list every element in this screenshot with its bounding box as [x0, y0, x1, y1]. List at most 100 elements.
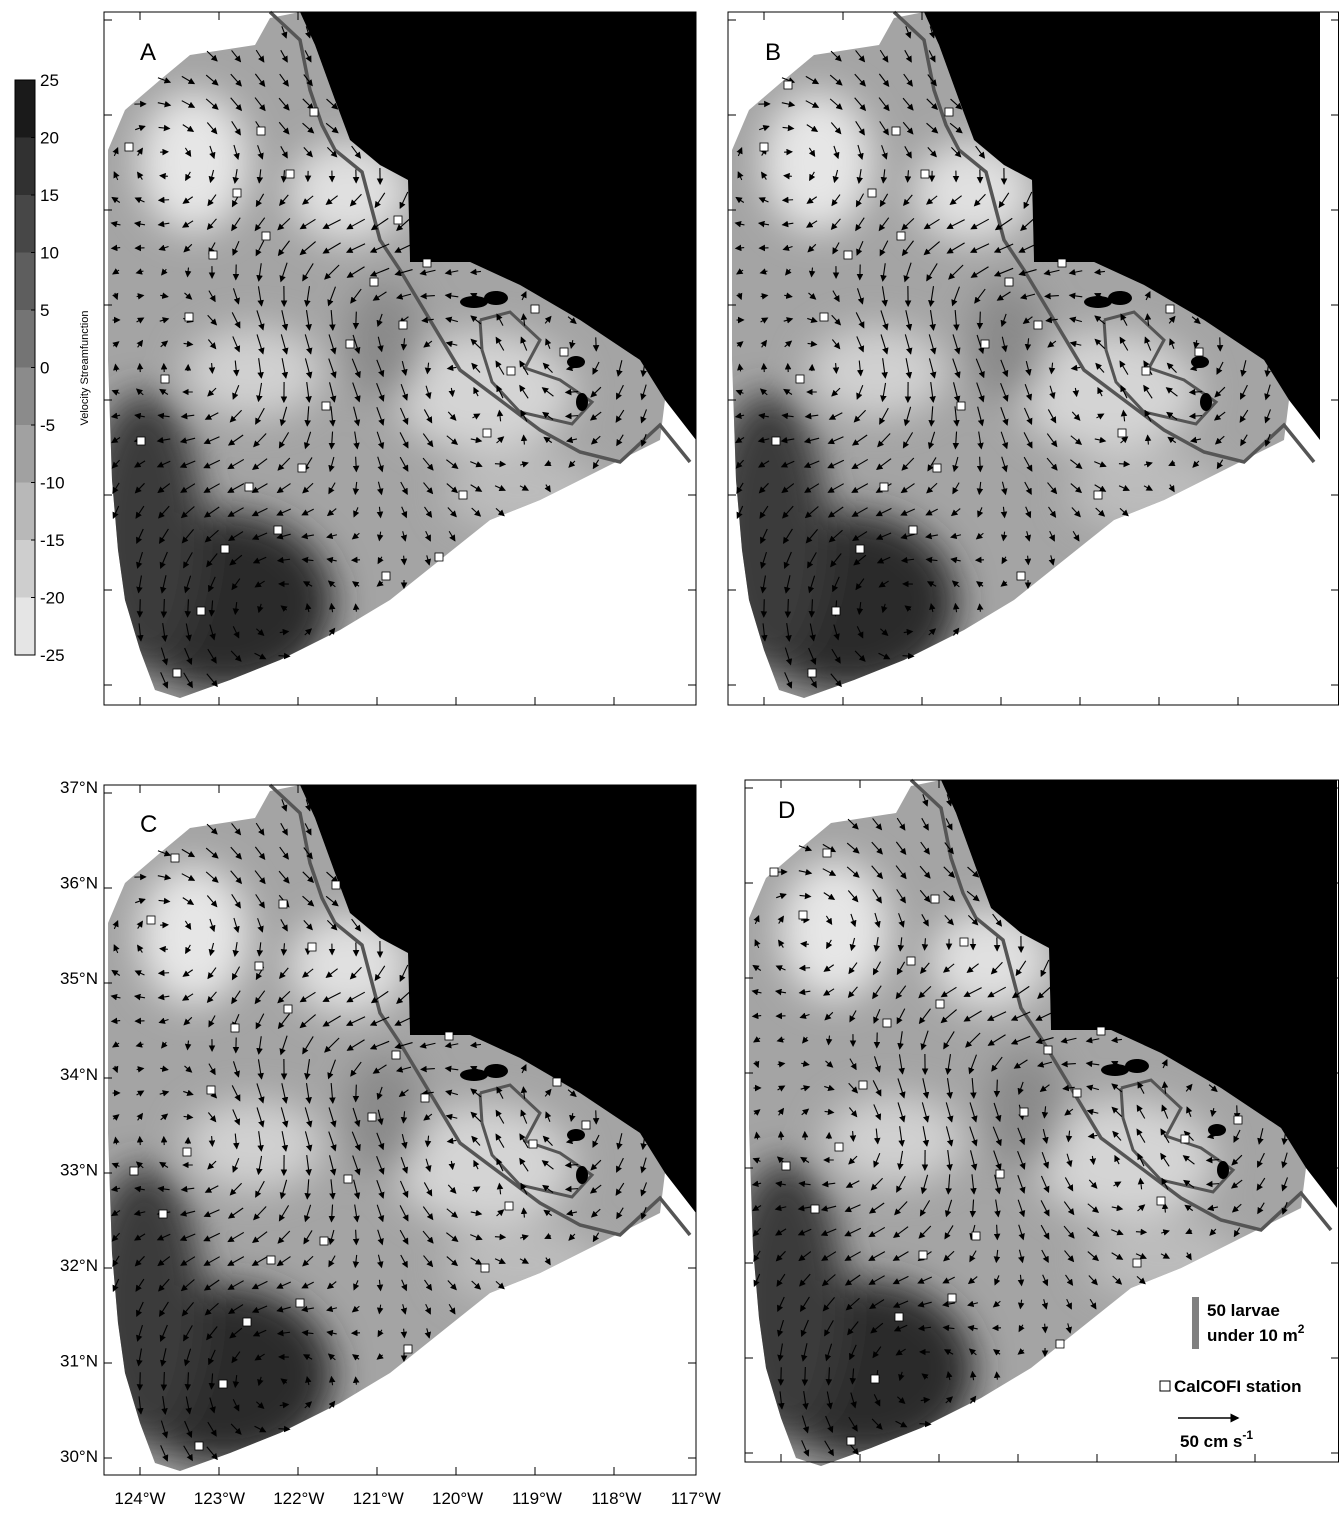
- species-name: Sebastes melanostomus: [346, 50, 664, 82]
- island: [1125, 1059, 1149, 1073]
- calcofi-station: [921, 170, 929, 178]
- colorbar-tick-label: -15: [40, 531, 65, 550]
- legend-text: 50 cm s: [1180, 1432, 1242, 1451]
- calcofi-station: [945, 108, 953, 116]
- streamfunction-eddy: [708, 392, 828, 672]
- calcofi-station: [445, 1032, 453, 1040]
- calcofi-station: [320, 1237, 328, 1245]
- colorbar-tick-label: 20: [40, 129, 59, 148]
- streamfunction-eddy: [780, 860, 890, 1000]
- latitude-label: 33°N: [60, 1160, 98, 1179]
- latitude-label: 37°N: [60, 778, 98, 797]
- calcofi-station: [421, 1094, 429, 1102]
- isobath-label: 500 m Isobath: [1043, 88, 1227, 120]
- calcofi-station: [972, 1232, 980, 1240]
- panel-letter: D: [778, 797, 795, 824]
- calcofi-station: [286, 170, 294, 178]
- velocity-arrow: [920, 1424, 931, 1425]
- calcofi-station: [159, 1210, 167, 1218]
- calcofi-station: [1020, 1108, 1028, 1116]
- legend-sup: 2: [1298, 1322, 1305, 1336]
- isobath-label: 1,000 m Isobath: [1051, 872, 1259, 904]
- colorbar-band: [15, 368, 35, 426]
- calcofi-station: [368, 1113, 376, 1121]
- calcofi-station: [1133, 1259, 1141, 1267]
- calcofi-station: [897, 232, 905, 240]
- calcofi-station: [137, 437, 145, 445]
- calcofi-station: [560, 348, 568, 356]
- calcofi-station: [1118, 429, 1126, 437]
- calcofi-station: [960, 938, 968, 946]
- calcofi-station: [125, 143, 133, 151]
- colorbar-tick-label: -20: [40, 589, 65, 608]
- calcofi-station: [435, 553, 443, 561]
- latitude-label: 36°N: [60, 874, 98, 893]
- species-name: Sebastes "wilsoni": [1002, 50, 1240, 82]
- colorbar-tick-label: 15: [40, 186, 59, 205]
- calcofi-station: [274, 526, 282, 534]
- velocity-arrow: [903, 656, 914, 657]
- latitude-label: 30°N: [60, 1447, 98, 1466]
- calcofi-station: [880, 483, 888, 491]
- calcofi-station: [1097, 1027, 1105, 1035]
- calcofi-station: [871, 1375, 879, 1383]
- calcofi-station: [392, 1051, 400, 1059]
- calcofi-station: [161, 375, 169, 383]
- velocity-arrow: [805, 1367, 806, 1385]
- island: [1217, 1161, 1229, 1179]
- velocity-arrow: [980, 604, 981, 611]
- velocity-arrow: [1136, 1232, 1146, 1233]
- legend-text: 50 larvae: [1207, 1301, 1280, 1320]
- panel-letter: C: [140, 811, 157, 838]
- island: [484, 291, 508, 305]
- calcofi-station: [948, 1294, 956, 1302]
- calcofi-station: [322, 402, 330, 410]
- island: [567, 356, 585, 368]
- calcofi-station: [859, 1081, 867, 1089]
- calcofi-station: [1058, 259, 1066, 267]
- calcofi-station: [344, 1175, 352, 1183]
- calcofi-station: [820, 313, 828, 321]
- calcofi-station: [298, 464, 306, 472]
- calcofi-station: [529, 1140, 537, 1148]
- calcofi-station: [346, 340, 354, 348]
- colorbar-band: [15, 138, 35, 196]
- velocity-arrow: [1220, 337, 1221, 350]
- calcofi-station: [808, 669, 816, 677]
- calcofi-station: [868, 189, 876, 197]
- calcofi-station: [262, 232, 270, 240]
- velocity-arrow: [356, 312, 357, 329]
- velocity-arrow: [1119, 464, 1129, 465]
- colorbar-band: [15, 195, 35, 253]
- calcofi-station: [582, 1121, 590, 1129]
- streamfunction-eddy: [139, 865, 249, 1005]
- larvae-scale-bar: [1192, 1297, 1199, 1349]
- calcofi-station: [310, 108, 318, 116]
- velocity-arrow: [356, 1230, 357, 1245]
- velocity-arrow: [1028, 556, 1029, 565]
- calcofi-station: [835, 1143, 843, 1151]
- calcofi-station: [296, 1299, 304, 1307]
- calcofi-station: [856, 545, 864, 553]
- colorbar-band: [15, 598, 35, 656]
- colorbar-band: [15, 253, 35, 311]
- calcofi-station: [531, 305, 539, 313]
- colorbar-tick-label: 5: [40, 301, 49, 320]
- latitude-label: 32°N: [60, 1256, 98, 1275]
- island: [576, 1166, 588, 1184]
- calcofi-station: [1166, 305, 1174, 313]
- calcofi-station: [892, 127, 900, 135]
- calcofi-station: [919, 1251, 927, 1259]
- island: [1101, 1064, 1129, 1076]
- velocity-arrow: [160, 176, 168, 177]
- calcofi-station: [279, 900, 287, 908]
- latitude-label: 35°N: [60, 969, 98, 988]
- velocity-arrow: [980, 312, 981, 329]
- velocity-arrow: [997, 1372, 998, 1379]
- calcofi-station: [895, 1313, 903, 1321]
- calcofi-station: [197, 607, 205, 615]
- calcofi-station: [483, 429, 491, 437]
- calcofi-station: [481, 1264, 489, 1272]
